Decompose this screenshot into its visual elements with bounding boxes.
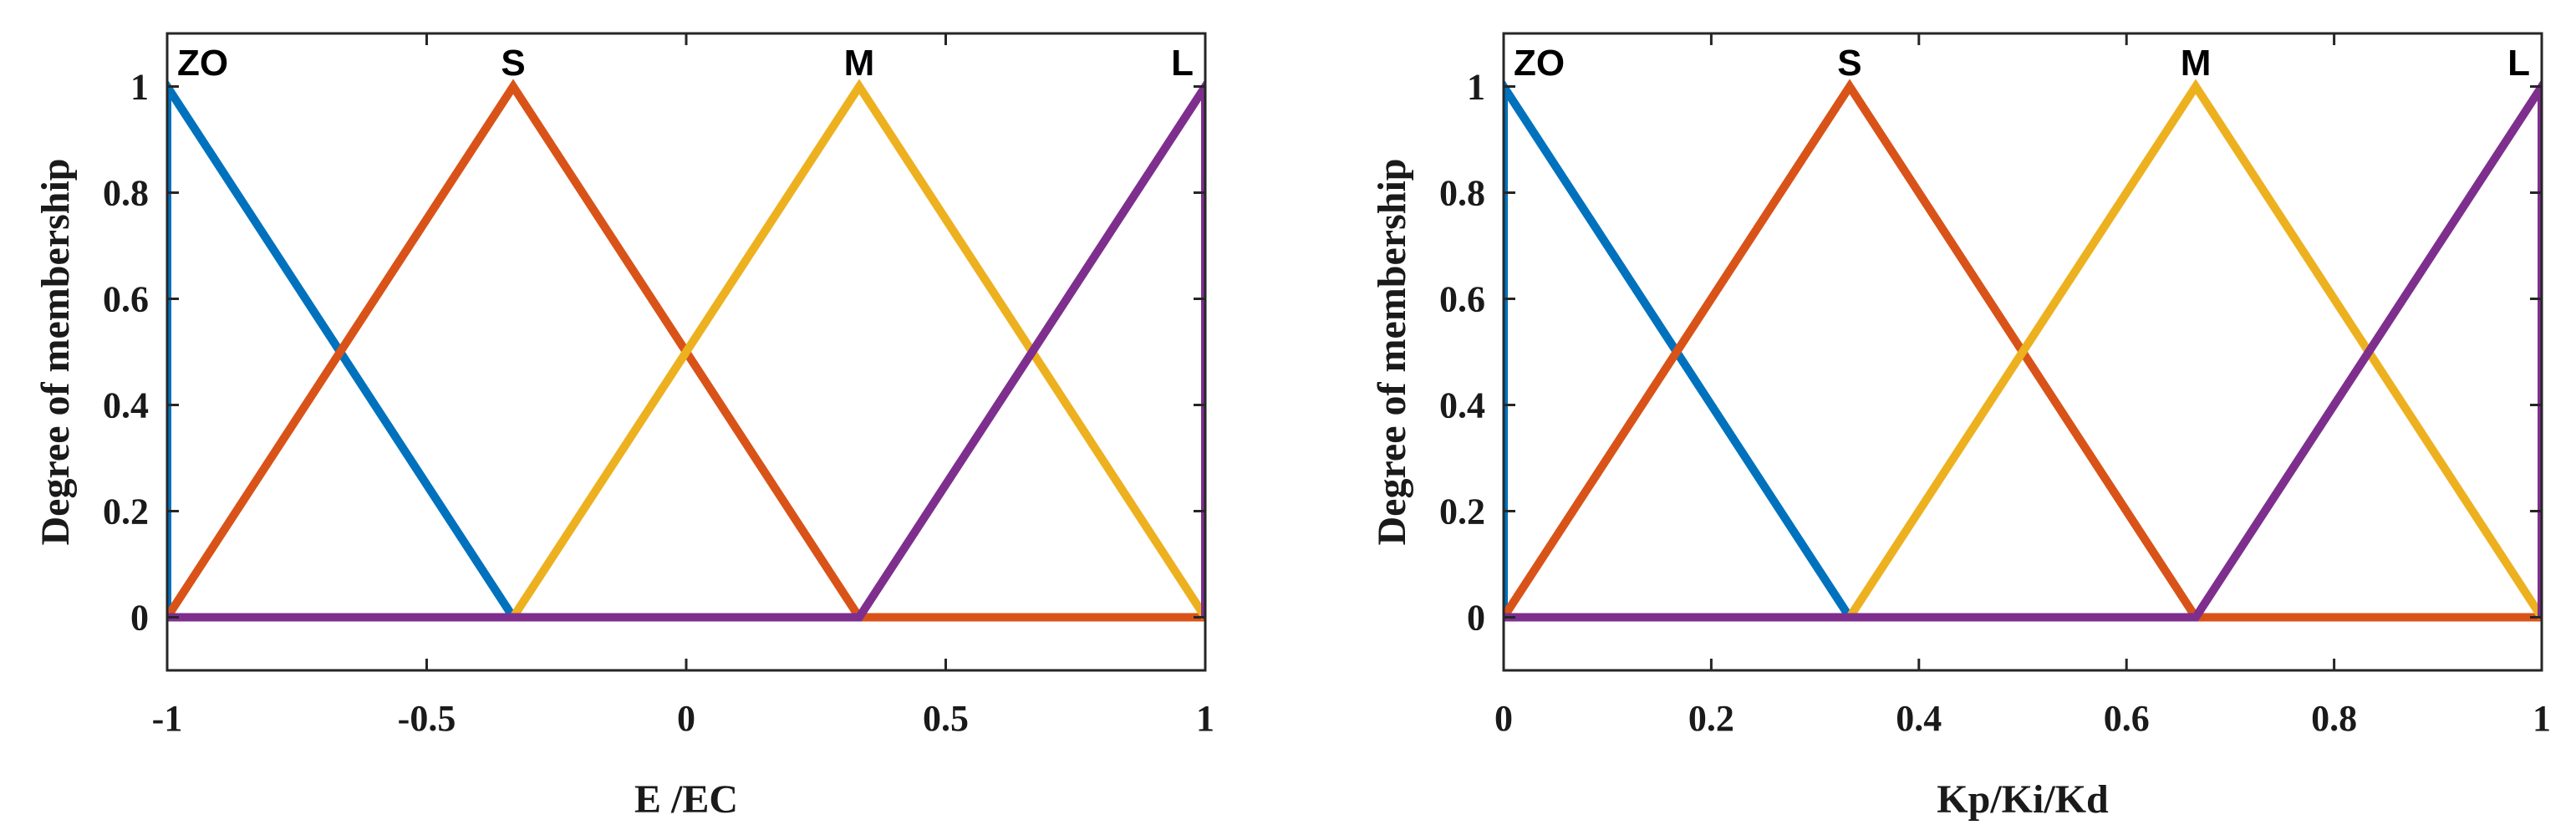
y-tick-label: 0.6 — [103, 279, 149, 320]
x-tick-label: 0.5 — [923, 698, 969, 739]
y-tick-label: 0.8 — [1439, 173, 1485, 214]
axes-frame — [1502, 32, 2543, 672]
series-line-4 — [1504, 79, 2542, 622]
mf-label-m: M — [844, 43, 875, 84]
y-tick-label: 0.2 — [103, 491, 149, 532]
series-line-4 — [167, 79, 1205, 622]
x-tick-label: 0 — [1494, 698, 1513, 739]
chart-panel-2: 0 0.2 0.4 0.6 0.8 1 0 0.2 0.4 0.6 0.8 1 Kp/Ki/Kd Degr… — [1370, 32, 2551, 822]
y-tick-label: 0.6 — [1439, 279, 1485, 320]
series-group — [167, 79, 1205, 622]
x-tick-label: 0.8 — [2311, 698, 2357, 739]
mf-label-s: S — [501, 43, 525, 84]
y-tick-label: 0.2 — [1439, 491, 1485, 532]
mf-label-m: M — [2181, 43, 2212, 84]
y-tick-label: 1 — [130, 67, 149, 108]
y-tick-label: 0 — [1467, 598, 1485, 639]
chart-panel-1: -1 -0.5 0 0.5 1 0 0.2 0.4 0.6 0.8 1 E /EC Degree of … — [33, 32, 1214, 822]
x-axis-label: E /EC — [634, 777, 738, 822]
series-group — [1504, 79, 2542, 622]
mf-label-l: L — [1171, 43, 1194, 84]
y-axis-label: Degree of membership — [1370, 159, 1414, 546]
x-tick-label: -0.5 — [398, 698, 456, 739]
x-tick-label: 1 — [2533, 698, 2551, 739]
x-tick-label: 0.4 — [1896, 698, 1942, 739]
mf-label-zo: ZO — [177, 43, 228, 84]
y-tick-label: 1 — [1467, 67, 1485, 108]
x-tick-label: 1 — [1196, 698, 1214, 739]
y-tick-label: 0.4 — [103, 385, 149, 426]
mf-label-s: S — [1837, 43, 1861, 84]
mf-label-zo: ZO — [1514, 43, 1565, 84]
x-tick-label: 0.2 — [1688, 698, 1734, 739]
x-axis-label: Kp/Ki/Kd — [1937, 777, 2109, 822]
x-tick-label: -1 — [152, 698, 183, 739]
x-tick-label: 0.6 — [2104, 698, 2150, 739]
y-tick-label: 0.4 — [1439, 385, 1485, 426]
y-axis-label: Degree of membership — [33, 159, 78, 546]
y-tick-label: 0 — [130, 598, 149, 639]
y-tick-label: 0.8 — [103, 173, 149, 214]
x-tick-label: 0 — [677, 698, 695, 739]
mf-label-l: L — [2507, 43, 2530, 84]
